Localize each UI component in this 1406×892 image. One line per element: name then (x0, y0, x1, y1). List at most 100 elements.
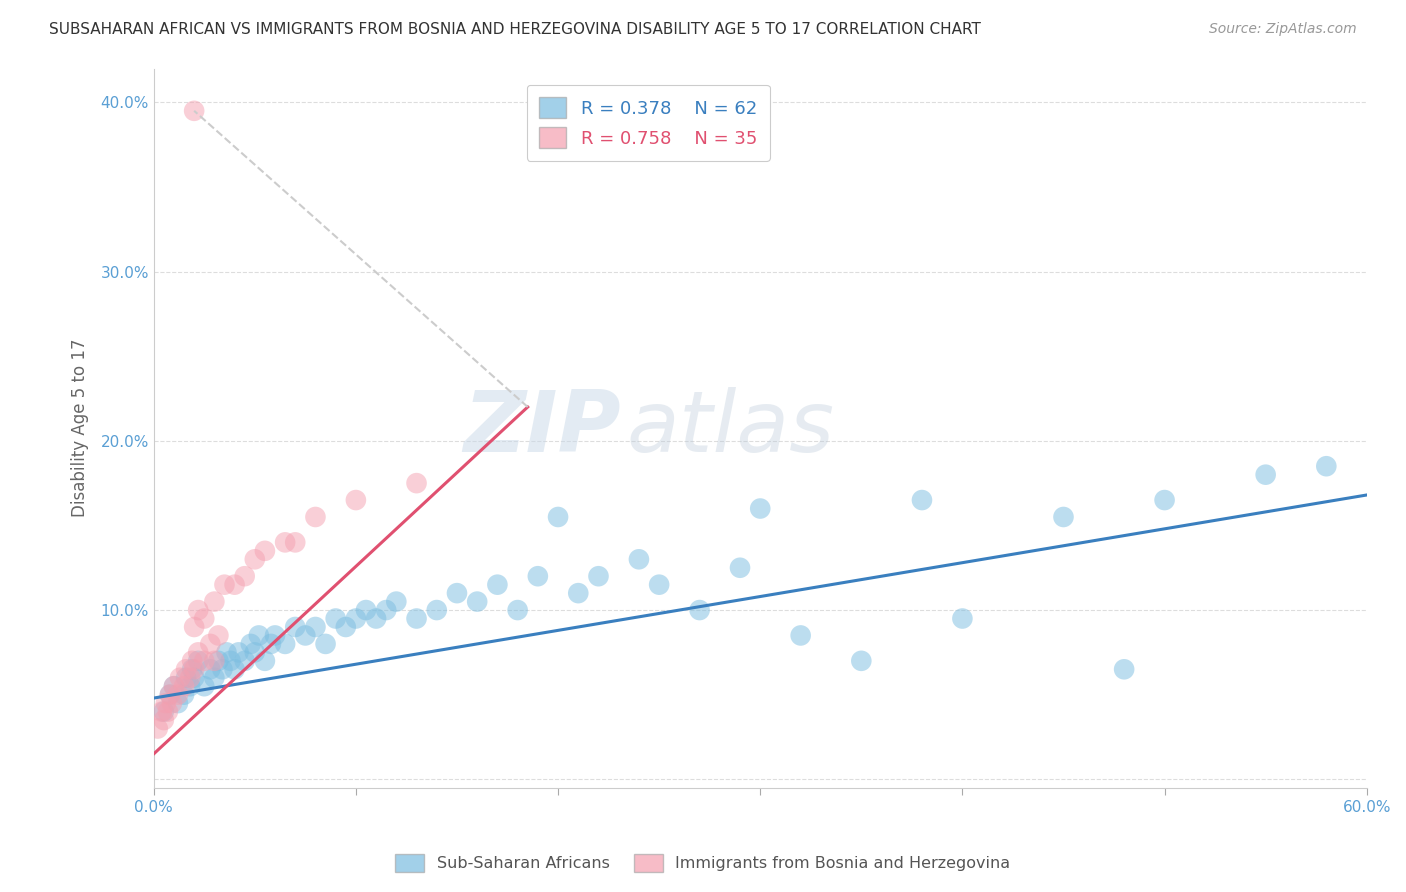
Point (187, 645, 209, 659)
Point (193, 611, 215, 625)
Point (1153, 493, 1175, 508)
Point (169, 671, 191, 685)
Point (219, 654, 242, 668)
Point (173, 688, 195, 702)
Point (527, 569, 550, 583)
Point (150, 705, 173, 719)
Point (1114, 662, 1136, 676)
Point (315, 637, 337, 651)
Point (264, 628, 287, 642)
Point (1254, 467, 1277, 482)
Point (200, 662, 222, 676)
Point (214, 577, 236, 591)
Text: SUBSAHARAN AFRICAN VS IMMIGRANTS FROM BOSNIA AND HERZEGOVINA DISABILITY AGE 5 TO: SUBSAHARAN AFRICAN VS IMMIGRANTS FROM BO… (49, 22, 981, 37)
Point (243, 645, 266, 659)
Text: ZIP: ZIP (463, 386, 620, 469)
Point (426, 603, 449, 617)
Point (1052, 510, 1074, 524)
Point (627, 552, 650, 566)
Point (405, 476, 427, 491)
Point (163, 679, 186, 693)
Point (163, 679, 186, 693)
Point (260, 637, 283, 651)
Point (284, 535, 307, 549)
Point (375, 603, 398, 617)
Point (146, 722, 169, 736)
Point (187, 603, 209, 617)
Point (193, 679, 215, 693)
Point (207, 628, 229, 642)
Point (202, 671, 225, 685)
Point (181, 662, 204, 676)
Point (215, 645, 238, 659)
Point (155, 696, 177, 710)
Point (325, 611, 347, 625)
Point (851, 654, 873, 668)
Point (183, 620, 205, 634)
Point (153, 705, 176, 719)
Text: atlas: atlas (627, 386, 835, 469)
Point (648, 577, 671, 591)
Point (253, 544, 276, 558)
Point (253, 654, 276, 668)
Point (284, 620, 307, 634)
Point (233, 654, 256, 668)
Point (243, 552, 266, 566)
Point (173, 679, 195, 693)
Point (567, 586, 589, 600)
Point (181, 654, 204, 668)
Point (174, 671, 197, 685)
Point (446, 586, 468, 600)
Point (465, 594, 488, 608)
Point (274, 535, 297, 549)
Point (159, 688, 181, 702)
Point (224, 577, 246, 591)
Point (202, 654, 225, 668)
Point (344, 493, 367, 508)
Point (183, 103, 205, 118)
Point (354, 603, 377, 617)
Y-axis label: Disability Age 5 to 17: Disability Age 5 to 17 (72, 339, 89, 517)
Point (749, 501, 772, 516)
Point (224, 662, 246, 676)
Point (547, 510, 569, 524)
Point (385, 594, 408, 608)
Point (911, 493, 934, 508)
Point (183, 662, 205, 676)
Point (167, 688, 190, 702)
Point (274, 637, 297, 651)
Point (1315, 459, 1337, 474)
Point (588, 569, 610, 583)
Point (486, 577, 509, 591)
Legend: R = 0.378    N = 62, R = 0.758    N = 35: R = 0.378 N = 62, R = 0.758 N = 35 (527, 85, 770, 161)
Point (179, 679, 201, 693)
Point (211, 662, 233, 676)
Point (689, 603, 711, 617)
Point (304, 620, 326, 634)
Point (228, 645, 250, 659)
Point (239, 637, 262, 651)
Point (160, 696, 183, 710)
Text: Source: ZipAtlas.com: Source: ZipAtlas.com (1209, 22, 1357, 37)
Point (335, 620, 357, 634)
Point (207, 654, 229, 668)
Point (193, 654, 215, 668)
Point (247, 628, 270, 642)
Point (156, 705, 179, 719)
Point (159, 688, 181, 702)
Point (233, 569, 256, 583)
Point (304, 510, 326, 524)
Point (179, 671, 201, 685)
Point (789, 628, 811, 642)
Point (728, 560, 751, 574)
Point (405, 611, 427, 625)
Point (294, 628, 316, 642)
Legend: Sub-Saharan Africans, Immigrants from Bosnia and Herzegovina: Sub-Saharan Africans, Immigrants from Bo… (388, 847, 1018, 880)
Point (200, 637, 222, 651)
Point (174, 662, 197, 676)
Point (153, 713, 176, 727)
Point (950, 611, 973, 625)
Point (183, 671, 205, 685)
Point (167, 696, 190, 710)
Point (202, 594, 225, 608)
